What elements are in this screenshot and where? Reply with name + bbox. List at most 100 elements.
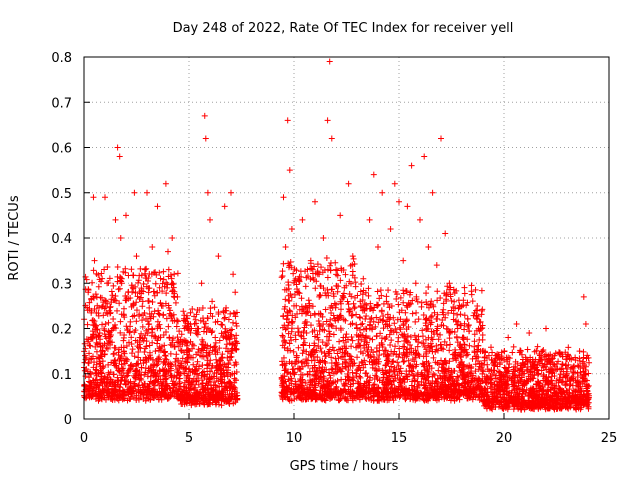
data-point [104,379,111,386]
data-point [513,383,520,390]
data-point [335,317,342,324]
data-point [222,328,229,335]
data-point [329,286,336,293]
data-point [89,279,96,286]
data-point [302,283,309,290]
data-point [383,298,390,305]
data-point [164,284,171,291]
data-point [414,378,421,385]
data-point [510,373,517,380]
data-point [459,376,466,383]
data-point [393,296,400,303]
data-point [319,339,326,346]
data-point [320,373,327,380]
data-point [302,303,309,310]
data-point [215,309,222,316]
data-point [150,394,157,401]
data-point [491,381,498,388]
data-point [132,368,139,375]
data-point [328,135,335,142]
data-point [523,401,530,408]
data-point [535,370,542,377]
data-point [340,290,347,297]
data-point [282,244,289,251]
data-point [512,358,519,365]
data-point [107,339,114,346]
data-point [381,347,388,354]
data-point [479,336,486,343]
data-point [194,325,201,332]
data-point [425,244,432,251]
data-point [126,396,133,403]
data-point [442,230,449,237]
data-point [303,385,310,392]
data-point [307,312,314,319]
data-point [553,366,560,373]
data-point [95,283,102,290]
data-point [433,262,440,269]
data-point [206,368,213,375]
data-point [173,355,180,362]
data-point [215,377,222,384]
data-point [118,361,125,368]
data-point [183,342,190,349]
data-point [87,342,94,349]
data-point [370,307,377,314]
data-point [167,307,174,314]
data-point [120,305,127,312]
data-point [99,380,106,387]
data-point [394,359,401,366]
data-point [233,320,240,327]
data-point [388,348,395,355]
data-point [373,332,380,339]
data-point [179,364,186,371]
data-point [455,305,462,312]
data-point [284,315,291,322]
data-point [397,294,404,301]
data-point [492,359,499,366]
data-point [420,311,427,318]
data-point [207,305,214,312]
data-point [361,357,368,364]
data-point [379,317,386,324]
data-point [108,288,115,295]
data-point [307,322,314,329]
data-point [282,394,289,401]
data-point [360,364,367,371]
data-point [388,390,395,397]
data-point [187,309,194,316]
data-point [502,380,509,387]
data-point [315,359,322,366]
data-point [417,216,423,223]
data-point [160,348,167,355]
data-point [336,338,343,345]
data-point [375,244,381,251]
data-point [469,298,476,305]
data-point [195,381,202,388]
data-point [95,370,102,377]
data-point [96,355,103,362]
data-point [453,334,460,341]
data-point [168,374,175,381]
data-point [137,265,144,272]
data-point [419,360,426,367]
data-point [428,298,435,305]
data-point [91,257,98,264]
data-point [464,363,471,370]
data-point [406,291,413,298]
data-point [103,298,110,305]
data-point [539,387,546,394]
data-point [185,323,192,330]
data-point [133,392,140,399]
data-point [463,352,470,359]
data-point [488,357,495,364]
data-point [332,259,339,266]
data-point [502,401,509,408]
data-point [458,367,465,374]
data-point [459,345,466,352]
data-point [199,353,206,360]
data-point [360,342,367,349]
data-point [454,373,461,380]
data-point [367,353,374,360]
x-tick-label: 25 [601,431,618,446]
